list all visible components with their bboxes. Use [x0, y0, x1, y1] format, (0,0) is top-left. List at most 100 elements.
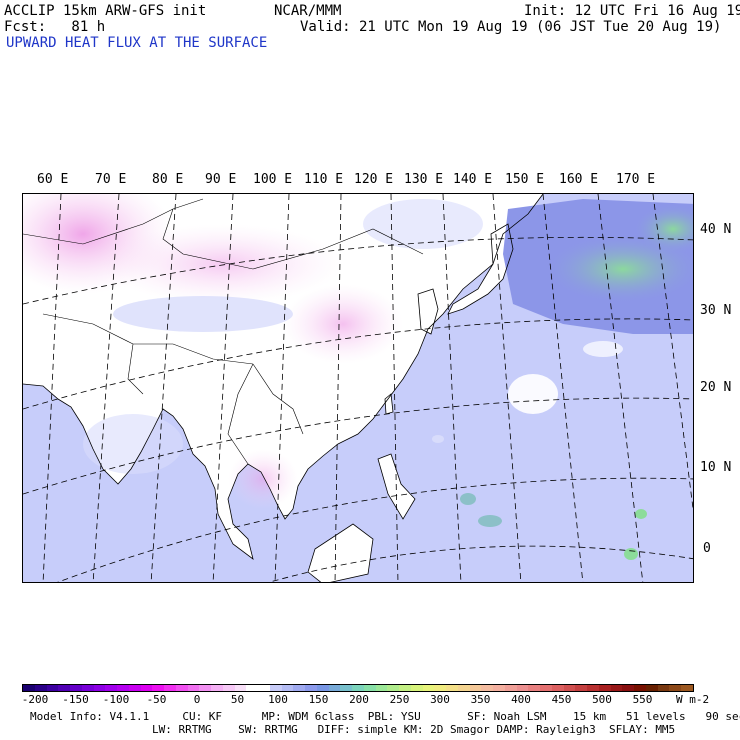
colorbar-cell: [23, 685, 35, 691]
flux-cell: [624, 548, 638, 560]
colorbar-cell: [316, 685, 329, 691]
lat-label: 30 N: [700, 303, 732, 318]
colorbar-cell: [410, 685, 423, 691]
colorbar-cell: [269, 685, 282, 691]
colorbar: [22, 684, 694, 692]
coastline-philippines: [377, 453, 416, 520]
model-title: ACCLIP 15km ARW-GFS init: [4, 3, 207, 19]
init-time: Init: 12 UTC Fri 16 Aug 19: [524, 3, 740, 19]
colorbar-cell: [199, 685, 211, 691]
colorbar-cell: [634, 685, 646, 691]
flux-cell: [508, 374, 558, 414]
flux-cell: [432, 435, 444, 443]
colorbar-cell: [222, 685, 235, 691]
coastline-borneo: [307, 523, 374, 582]
map-panel: [22, 193, 694, 583]
coastline-japan: [447, 223, 514, 315]
coastline-taiwan: [384, 393, 394, 415]
lon-label: 70 E: [95, 172, 127, 187]
flux-cell: [583, 341, 623, 357]
colorbar-tick-label: 250: [389, 693, 410, 706]
lon-label: 100 E: [253, 172, 293, 187]
colorbar-cell: [610, 685, 623, 691]
colorbar-cell: [328, 685, 341, 691]
colorbar-cell: [622, 685, 634, 691]
lat-label: 10 N: [700, 460, 732, 475]
organization-label: NCAR/MMM: [274, 3, 342, 19]
colorbar-cell: [352, 685, 364, 691]
colorbar-cell: [551, 685, 564, 691]
flux-blue-tibet: [113, 296, 293, 332]
colorbar-cell: [457, 685, 470, 691]
colorbar-cell: [211, 685, 223, 691]
colorbar-cell: [128, 685, 141, 691]
coastline: [23, 194, 544, 560]
colorbar-cell: [657, 685, 670, 691]
colorbar-cell: [422, 685, 435, 691]
flux-cell: [478, 515, 502, 527]
flux-pink-central: [103, 224, 343, 304]
flux-cell: [635, 509, 647, 519]
model-info-line2: LW: RRTMG SW: RRTMG DIFF: simple KM: 2D …: [152, 723, 676, 736]
colorbar-cell: [340, 685, 352, 691]
colorbar-cell: [152, 685, 164, 691]
colorbar-cell: [587, 685, 599, 691]
colorbar-tick-label: 300: [430, 693, 450, 706]
colorbar-cell: [598, 685, 611, 691]
colorbar-cell: [540, 685, 552, 691]
colorbar-cell: [493, 685, 505, 691]
colorbar-cell: [434, 685, 446, 691]
colorbar-cell: [140, 685, 153, 691]
colorbar-cell: [93, 685, 106, 691]
flux-green-core: [543, 234, 693, 304]
flux-map: [23, 194, 693, 582]
colorbar-tick-label: -200: [21, 693, 49, 706]
colorbar-tick-label: 400: [511, 693, 531, 706]
lon-label: 110 E: [304, 172, 344, 187]
colorbar-cell: [481, 685, 493, 691]
lon-label: 160 E: [559, 172, 599, 187]
colorbar-cell: [234, 685, 247, 691]
colorbar-cell: [375, 685, 388, 691]
flux-cell: [460, 493, 476, 505]
lon-label: 60 E: [37, 172, 69, 187]
colorbar-cell: [363, 685, 376, 691]
model-info-line1: Model Info: V4.1.1 CU: KF MP: WDM 6class…: [30, 710, 740, 723]
field-title: UPWARD HEAT FLUX AT THE SURFACE: [6, 35, 268, 51]
colorbar-tick-label: -50: [146, 693, 167, 706]
flux-blue-siberia: [363, 199, 483, 249]
lon-label: 170 E: [616, 172, 656, 187]
colorbar-tick-label: 450: [551, 693, 572, 706]
colorbar-cell: [117, 685, 129, 691]
colorbar-cell: [575, 685, 587, 691]
lat-label: 20 N: [700, 380, 732, 395]
lat-label: 0: [703, 541, 711, 556]
land-borneo: [308, 524, 373, 582]
land-taiwan: [385, 394, 393, 414]
flux-blue-india: [83, 414, 183, 474]
colorbar-cell: [563, 685, 576, 691]
colorbar-cell: [446, 685, 458, 691]
colorbar-tick-label: 500: [592, 693, 612, 706]
colorbar-tick-label: 100: [268, 693, 288, 706]
colorbar-tick-label: 350: [470, 693, 491, 706]
coastline-korea: [417, 288, 439, 335]
colorbar-cell: [187, 685, 200, 691]
colorbar-cell: [70, 685, 82, 691]
colorbar-tick-label: -150: [62, 693, 89, 706]
lon-label: 150 E: [505, 172, 545, 187]
colorbar-cell: [281, 685, 294, 691]
colorbar-cell: [387, 685, 399, 691]
colorbar-cell: [81, 685, 94, 691]
colorbar-tick-label: -100: [102, 693, 130, 706]
colorbar-cell: [645, 685, 658, 691]
colorbar-tick-label: 200: [349, 693, 369, 706]
colorbar-cell: [504, 685, 517, 691]
lon-label: 130 E: [404, 172, 444, 187]
colorbar-tick-label: 550: [632, 693, 653, 706]
colorbar-tick-label: 150: [308, 693, 329, 706]
graticule: [23, 194, 693, 582]
colorbar-cell: [516, 685, 529, 691]
colorbar-cell: [528, 685, 540, 691]
colorbar-cell: [469, 685, 482, 691]
